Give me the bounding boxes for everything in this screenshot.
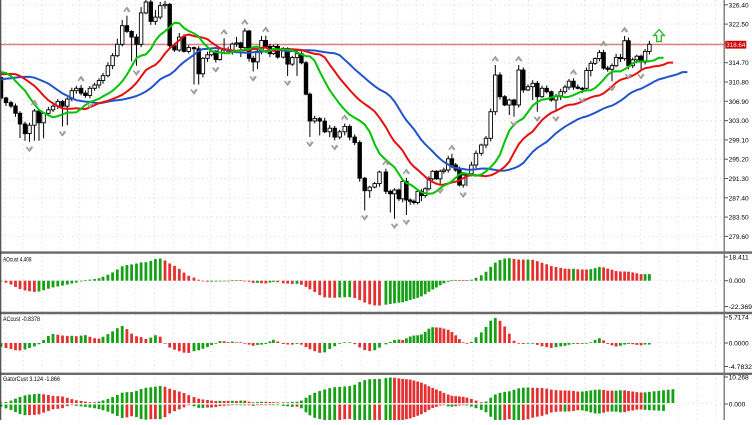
svg-text:303.00: 303.00: [729, 118, 749, 125]
svg-text:0.000: 0.000: [729, 278, 746, 285]
svg-text:5.7174: 5.7174: [729, 315, 749, 322]
svg-text:314.70: 314.70: [729, 60, 749, 67]
svg-text:18.411: 18.411: [729, 255, 749, 262]
svg-text:ACcust -0.8378: ACcust -0.8378: [3, 317, 41, 323]
svg-text:283.50: 283.50: [729, 215, 749, 222]
svg-text:287.40: 287.40: [729, 195, 749, 202]
svg-text:0.000: 0.000: [729, 402, 746, 409]
svg-text:306.90: 306.90: [729, 99, 749, 106]
svg-text:318.64: 318.64: [726, 42, 745, 49]
svg-text:322.50: 322.50: [729, 22, 749, 29]
svg-text:-22.369: -22.369: [729, 304, 752, 311]
svg-text:279.60: 279.60: [729, 234, 749, 241]
svg-text:291.30: 291.30: [729, 176, 749, 183]
svg-text:310.80: 310.80: [729, 80, 749, 87]
svg-text:299.10: 299.10: [729, 137, 749, 144]
svg-text:0.0000: 0.0000: [729, 341, 749, 348]
svg-text:10.268: 10.268: [729, 375, 749, 382]
svg-text:295.20: 295.20: [729, 157, 749, 164]
svg-text:AOcust 4.408: AOcust 4.408: [3, 257, 32, 263]
svg-text:GatorCust 3.124 -1.866: GatorCust 3.124 -1.866: [3, 377, 61, 383]
svg-text:-4.7832: -4.7832: [729, 364, 752, 371]
svg-text:326.40: 326.40: [729, 2, 749, 9]
